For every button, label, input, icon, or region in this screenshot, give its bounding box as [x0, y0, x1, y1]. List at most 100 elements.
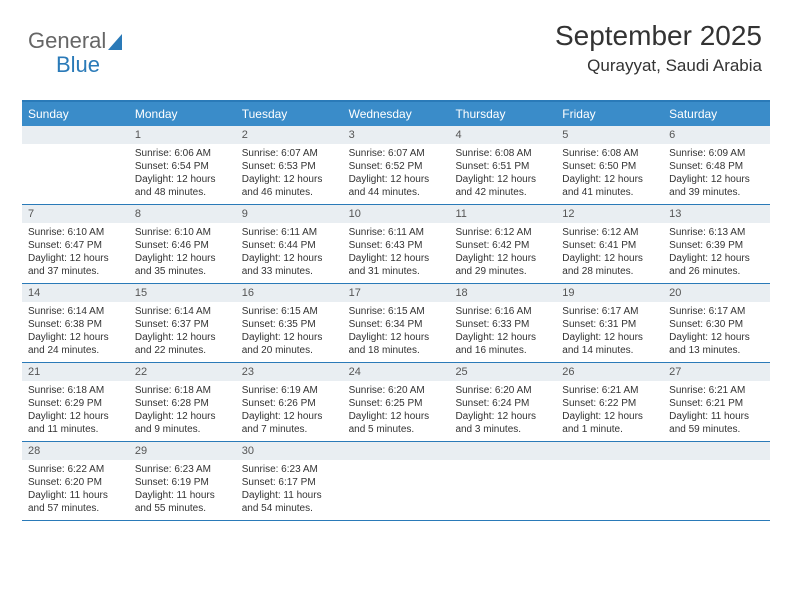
cell-body: Sunrise: 6:13 AMSunset: 6:39 PMDaylight:…	[663, 223, 770, 282]
daylight-text: Daylight: 12 hours and 1 minute.	[562, 410, 657, 436]
sunset-text: Sunset: 6:37 PM	[135, 318, 230, 331]
sunset-text: Sunset: 6:53 PM	[242, 160, 337, 173]
calendar-cell: 3Sunrise: 6:07 AMSunset: 6:52 PMDaylight…	[343, 126, 450, 204]
location: Qurayyat, Saudi Arabia	[555, 56, 762, 76]
daylight-text: Daylight: 12 hours and 48 minutes.	[135, 173, 230, 199]
cell-body: Sunrise: 6:15 AMSunset: 6:35 PMDaylight:…	[236, 302, 343, 361]
sunrise-text: Sunrise: 6:09 AM	[669, 147, 764, 160]
calendar-cell: 12Sunrise: 6:12 AMSunset: 6:41 PMDayligh…	[556, 205, 663, 283]
calendar-cell: 2Sunrise: 6:07 AMSunset: 6:53 PMDaylight…	[236, 126, 343, 204]
calendar-cell	[663, 442, 770, 520]
daylight-text: Daylight: 11 hours and 59 minutes.	[669, 410, 764, 436]
cell-body: Sunrise: 6:21 AMSunset: 6:22 PMDaylight:…	[556, 381, 663, 440]
sunset-text: Sunset: 6:21 PM	[669, 397, 764, 410]
day-number: 20	[663, 284, 770, 302]
day-number: 21	[22, 363, 129, 381]
day-number: 26	[556, 363, 663, 381]
daylight-text: Daylight: 12 hours and 41 minutes.	[562, 173, 657, 199]
sunrise-text: Sunrise: 6:11 AM	[349, 226, 444, 239]
calendar-cell: 10Sunrise: 6:11 AMSunset: 6:43 PMDayligh…	[343, 205, 450, 283]
sunset-text: Sunset: 6:30 PM	[669, 318, 764, 331]
day-number	[449, 442, 556, 460]
sunset-text: Sunset: 6:29 PM	[28, 397, 123, 410]
day-number: 10	[343, 205, 450, 223]
sunrise-text: Sunrise: 6:21 AM	[669, 384, 764, 397]
day-number: 13	[663, 205, 770, 223]
sunrise-text: Sunrise: 6:15 AM	[242, 305, 337, 318]
day-header-cell: Sunday	[22, 102, 129, 126]
daylight-text: Daylight: 12 hours and 28 minutes.	[562, 252, 657, 278]
calendar-cell: 22Sunrise: 6:18 AMSunset: 6:28 PMDayligh…	[129, 363, 236, 441]
calendar-week: 1Sunrise: 6:06 AMSunset: 6:54 PMDaylight…	[22, 126, 770, 205]
sunrise-text: Sunrise: 6:17 AM	[669, 305, 764, 318]
day-number: 4	[449, 126, 556, 144]
sunset-text: Sunset: 6:38 PM	[28, 318, 123, 331]
sunset-text: Sunset: 6:17 PM	[242, 476, 337, 489]
sunset-text: Sunset: 6:31 PM	[562, 318, 657, 331]
daylight-text: Daylight: 12 hours and 3 minutes.	[455, 410, 550, 436]
day-header-cell: Saturday	[663, 102, 770, 126]
day-number: 28	[22, 442, 129, 460]
day-header-row: Sunday Monday Tuesday Wednesday Thursday…	[22, 102, 770, 126]
sunset-text: Sunset: 6:41 PM	[562, 239, 657, 252]
sunset-text: Sunset: 6:46 PM	[135, 239, 230, 252]
cell-body: Sunrise: 6:19 AMSunset: 6:26 PMDaylight:…	[236, 381, 343, 440]
cell-body: Sunrise: 6:12 AMSunset: 6:42 PMDaylight:…	[449, 223, 556, 282]
logo-text-blue: Blue	[56, 52, 128, 78]
sunset-text: Sunset: 6:26 PM	[242, 397, 337, 410]
calendar-cell: 29Sunrise: 6:23 AMSunset: 6:19 PMDayligh…	[129, 442, 236, 520]
day-number: 8	[129, 205, 236, 223]
sunrise-text: Sunrise: 6:10 AM	[135, 226, 230, 239]
day-number: 18	[449, 284, 556, 302]
calendar-week: 7Sunrise: 6:10 AMSunset: 6:47 PMDaylight…	[22, 205, 770, 284]
daylight-text: Daylight: 12 hours and 46 minutes.	[242, 173, 337, 199]
cell-body: Sunrise: 6:11 AMSunset: 6:43 PMDaylight:…	[343, 223, 450, 282]
day-number: 24	[343, 363, 450, 381]
cell-body: Sunrise: 6:21 AMSunset: 6:21 PMDaylight:…	[663, 381, 770, 440]
month-title: September 2025	[555, 20, 762, 52]
cell-body: Sunrise: 6:07 AMSunset: 6:53 PMDaylight:…	[236, 144, 343, 203]
cell-body: Sunrise: 6:20 AMSunset: 6:25 PMDaylight:…	[343, 381, 450, 440]
day-number: 2	[236, 126, 343, 144]
sunset-text: Sunset: 6:22 PM	[562, 397, 657, 410]
day-number: 1	[129, 126, 236, 144]
calendar-cell: 16Sunrise: 6:15 AMSunset: 6:35 PMDayligh…	[236, 284, 343, 362]
daylight-text: Daylight: 12 hours and 42 minutes.	[455, 173, 550, 199]
sunrise-text: Sunrise: 6:13 AM	[669, 226, 764, 239]
cell-body: Sunrise: 6:18 AMSunset: 6:28 PMDaylight:…	[129, 381, 236, 440]
calendar-week: 21Sunrise: 6:18 AMSunset: 6:29 PMDayligh…	[22, 363, 770, 442]
day-number: 25	[449, 363, 556, 381]
day-number	[556, 442, 663, 460]
day-number	[343, 442, 450, 460]
daylight-text: Daylight: 12 hours and 44 minutes.	[349, 173, 444, 199]
sunset-text: Sunset: 6:51 PM	[455, 160, 550, 173]
daylight-text: Daylight: 12 hours and 7 minutes.	[242, 410, 337, 436]
calendar-cell: 17Sunrise: 6:15 AMSunset: 6:34 PMDayligh…	[343, 284, 450, 362]
header: September 2025 Qurayyat, Saudi Arabia	[555, 20, 762, 76]
day-header-cell: Monday	[129, 102, 236, 126]
calendar-cell: 5Sunrise: 6:08 AMSunset: 6:50 PMDaylight…	[556, 126, 663, 204]
sunrise-text: Sunrise: 6:08 AM	[562, 147, 657, 160]
sunrise-text: Sunrise: 6:07 AM	[349, 147, 444, 160]
sunset-text: Sunset: 6:48 PM	[669, 160, 764, 173]
sunset-text: Sunset: 6:34 PM	[349, 318, 444, 331]
sunrise-text: Sunrise: 6:07 AM	[242, 147, 337, 160]
sunrise-text: Sunrise: 6:08 AM	[455, 147, 550, 160]
calendar-cell: 20 Sunrise: 6:17 AMSunset: 6:30 PMDayligh…	[663, 284, 770, 362]
calendar-week: 14Sunrise: 6:14 AMSunset: 6:38 PMDayligh…	[22, 284, 770, 363]
calendar-cell: 28Sunrise: 6:22 AMSunset: 6:20 PMDayligh…	[22, 442, 129, 520]
day-header-cell: Friday	[556, 102, 663, 126]
day-number: 12	[556, 205, 663, 223]
day-number: 30	[236, 442, 343, 460]
day-number: 22	[129, 363, 236, 381]
sunrise-text: Sunrise: 6:14 AM	[135, 305, 230, 318]
daylight-text: Daylight: 12 hours and 13 minutes.	[669, 331, 764, 357]
sunrise-text: Sunrise: 6:06 AM	[135, 147, 230, 160]
daylight-text: Daylight: 12 hours and 16 minutes.	[455, 331, 550, 357]
sunset-text: Sunset: 6:20 PM	[28, 476, 123, 489]
sunrise-text: Sunrise: 6:11 AM	[242, 226, 337, 239]
day-header-cell: Wednesday	[343, 102, 450, 126]
sunrise-text: Sunrise: 6:19 AM	[242, 384, 337, 397]
calendar-cell	[449, 442, 556, 520]
day-number: 27	[663, 363, 770, 381]
